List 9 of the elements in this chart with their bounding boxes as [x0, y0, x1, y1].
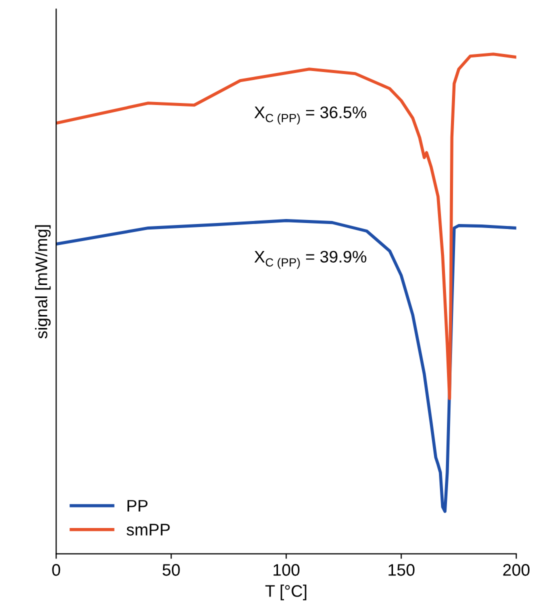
x-tick-label: 200 — [503, 564, 530, 576]
legend-label: smPP — [126, 524, 170, 536]
x-tick-label: 50 — [162, 564, 180, 576]
x-tick-label: 100 — [274, 564, 300, 576]
legend-label: PP — [128, 500, 148, 512]
x-tick-label: 0 — [52, 564, 60, 576]
y-axis-title: signal [mW/mg] — [35, 225, 51, 338]
x-axis-title: T [°C] — [265, 584, 306, 600]
x-tick-label: 150 — [388, 564, 415, 576]
